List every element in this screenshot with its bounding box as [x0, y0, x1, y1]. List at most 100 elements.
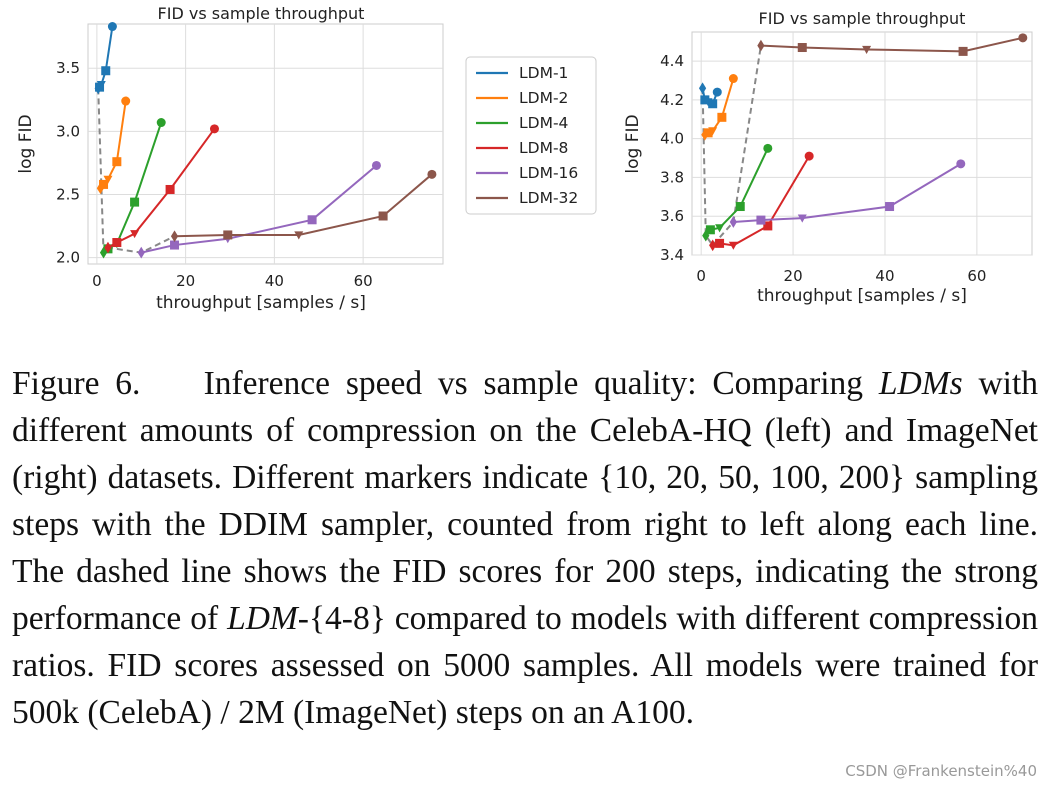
y-axis-label-right: log FID: [623, 114, 643, 173]
legend-label-ldm-32: LDM-32: [519, 189, 578, 207]
watermark: CSDN @Frankenstein%40: [845, 762, 1037, 780]
data-point-ldm-32: [1018, 33, 1028, 43]
y-tick-label: 4.2: [660, 91, 684, 109]
data-point-ldm-2: [121, 96, 131, 106]
data-point-ldm-2: [99, 179, 109, 189]
caption-label: Figure 6.: [12, 365, 141, 402]
data-point-ldm-32: [223, 230, 233, 240]
data-point-ldm-16: [756, 215, 766, 225]
y-tick-label: 3.6: [660, 207, 684, 225]
data-point-ldm-2: [112, 157, 122, 167]
caption-title: Inference speed vs sample quality: Compa…: [203, 365, 864, 402]
x-tick-label: 0: [92, 272, 102, 290]
data-point-ldm-32: [170, 230, 179, 243]
series-ldm-8: [709, 151, 814, 252]
data-point-ldm-8: [715, 238, 725, 248]
data-point-ldm-1: [708, 99, 718, 109]
caption-text-2: sampling steps with the DDIM sampler, co…: [12, 459, 1038, 637]
legend-label-ldm-1: LDM-1: [519, 64, 568, 82]
caption-ldms: LDMs: [878, 365, 963, 402]
x-axis-label-right: throughput [samples / s]: [757, 286, 967, 306]
data-point-ldm-4: [156, 118, 166, 128]
data-point-ldm-32: [757, 39, 765, 52]
series-ldm-16: [729, 159, 966, 228]
y-axis-label-left: log FID: [16, 114, 36, 173]
x-axis-label-left: throughput [samples / s]: [156, 293, 366, 313]
data-point-ldm-16: [729, 216, 737, 228]
caption-text-3: compared to models with different compre…: [12, 600, 1038, 731]
series-ldm-32: [170, 169, 437, 243]
data-point-ldm-1: [96, 81, 106, 90]
y-tick-label: 3.4: [660, 246, 684, 264]
data-point-ldm-2: [728, 74, 738, 84]
series-left: [94, 22, 437, 259]
data-point-ldm-2: [103, 175, 113, 184]
data-point-ldm-32: [797, 43, 807, 53]
x-tick-label: 0: [696, 267, 706, 285]
data-point-ldm-16: [137, 246, 145, 259]
chart-title-left: FID vs sample throughput: [158, 4, 365, 23]
chart-right-imagenet: 0 20 40 60 3.4 3.6 3.8 4.0 4.2 4.4 FID vs sample …: [623, 9, 1033, 306]
data-point-ldm-1: [712, 87, 722, 97]
data-point-ldm-16: [885, 202, 895, 212]
data-point-ldm-2: [703, 128, 713, 138]
series-ldm-8: [104, 124, 219, 254]
data-point-ldm-4: [735, 202, 745, 212]
data-point-ldm-1: [95, 82, 105, 92]
series-right: [698, 33, 1028, 252]
data-point-ldm-4: [705, 225, 715, 235]
grid-right: [692, 32, 1032, 256]
data-point-ldm-1: [101, 66, 111, 76]
data-point-ldm-1: [107, 22, 117, 32]
y-tick-label: 2.0: [56, 249, 80, 267]
ticks-right: 0 20 40 60 3.4 3.6 3.8 4.0 4.2 4.4: [660, 52, 986, 285]
legend: LDM-1 LDM-2 LDM-4 LDM-8 LDM-16 LDM-32: [465, 56, 597, 215]
legend-label-ldm-2: LDM-2: [519, 89, 568, 107]
data-point-ldm-16: [797, 214, 807, 223]
data-point-ldm-8: [130, 230, 140, 239]
x-tick-label: 60: [967, 267, 986, 285]
figure-caption: Figure 6. Inference speed vs sample qual…: [12, 360, 1038, 736]
data-point-ldm-4: [130, 197, 140, 207]
y-tick-label: 3.8: [660, 168, 684, 186]
data-point-ldm-16: [170, 240, 180, 250]
data-point-ldm-32: [958, 46, 968, 56]
series-ldm-32: [757, 33, 1028, 56]
ticks-left: 0 20 40 60 2.0 2.5 3.0 3.5: [56, 59, 373, 290]
data-point-ldm-32: [294, 231, 304, 240]
y-tick-label: 3.0: [56, 122, 80, 140]
data-point-ldm-2: [717, 112, 727, 122]
data-point-ldm-16: [307, 215, 317, 225]
data-point-ldm-8: [804, 151, 814, 161]
data-point-ldm-4: [715, 224, 725, 233]
data-point-ldm-8: [728, 241, 738, 250]
data-point-ldm-16: [371, 160, 381, 170]
plot-frame-left: [87, 23, 444, 265]
series-ldm-2: [96, 96, 131, 195]
legend-label-ldm-8: LDM-8: [519, 139, 568, 157]
x-tick-label: 40: [265, 272, 284, 290]
series-ldm-1: [698, 82, 722, 109]
chart-left-celeba: 0 20 40 60 2.0 2.5 3.0 3.5 FID vs sample throug…: [16, 4, 444, 313]
data-point-ldm-8: [763, 221, 773, 231]
data-point-ldm-8: [112, 238, 122, 248]
data-point-ldm-32: [427, 169, 437, 179]
data-point-ldm-4: [763, 143, 773, 153]
series-ldm-4: [702, 143, 773, 242]
caption-ldm-range: {4-8}: [308, 600, 386, 637]
y-tick-label: 4.0: [660, 130, 684, 148]
legend-label-ldm-16: LDM-16: [519, 164, 578, 182]
grid-left: [88, 24, 443, 264]
y-tick-label: 2.5: [56, 186, 80, 204]
data-point-ldm-8: [209, 124, 219, 134]
data-point-ldm-1: [698, 82, 707, 95]
x-tick-label: 60: [354, 272, 373, 290]
legend-box: [465, 56, 597, 215]
caption-ldm-prefix: LDM-: [227, 600, 309, 637]
data-point-ldm-8: [165, 184, 175, 194]
plot-frame-right: [691, 31, 1033, 256]
y-tick-label: 3.5: [56, 59, 80, 77]
legend-label-ldm-4: LDM-4: [519, 114, 568, 132]
caption-steps-set: {10, 20, 50, 100, 200}: [598, 459, 906, 496]
x-tick-label: 20: [176, 272, 195, 290]
